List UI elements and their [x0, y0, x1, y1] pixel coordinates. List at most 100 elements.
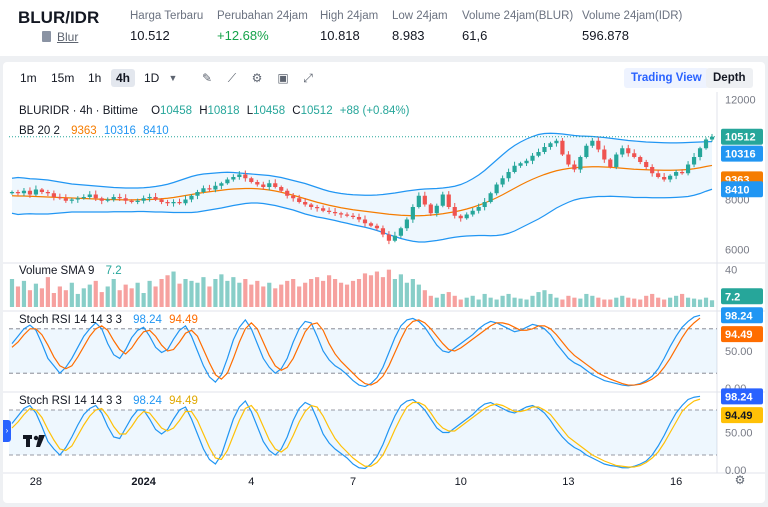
- candle-body: [638, 157, 643, 162]
- stoch2-k-tag-bg: [721, 388, 763, 405]
- x-tick-label: 16: [670, 476, 682, 488]
- volume-bar: [189, 280, 194, 307]
- volume-bar: [644, 295, 649, 307]
- stoch1-d-tag: 94.49: [725, 329, 753, 341]
- timeframe-1d[interactable]: 1D: [144, 71, 160, 85]
- volume-bar: [530, 295, 535, 307]
- pencil-icon[interactable]: ✎: [201, 71, 213, 85]
- volume-tag-bg: [721, 288, 763, 305]
- candle-body: [398, 228, 403, 236]
- timeframe-15m[interactable]: 15m: [51, 71, 75, 85]
- volume-bar: [584, 293, 589, 307]
- candle-body: [656, 173, 661, 177]
- candle-body: [153, 197, 158, 200]
- volume-bar: [237, 282, 242, 307]
- candle-body: [147, 197, 152, 199]
- stat-value-change: +12.68%: [217, 28, 269, 43]
- volume-bar: [674, 295, 679, 307]
- volume-bar: [21, 280, 27, 307]
- candle-body: [237, 174, 242, 177]
- candle-body: [368, 223, 374, 226]
- volume-bar: [650, 293, 655, 307]
- chart-settings-icon[interactable]: ⚙: [734, 473, 746, 487]
- volume-bar: [560, 299, 565, 307]
- candle-body: [183, 199, 188, 204]
- line-chart-icon[interactable]: ⟋: [227, 71, 237, 85]
- stoch2-band-fill: [9, 410, 717, 455]
- volume-bar: [440, 293, 445, 307]
- candle-body: [33, 189, 39, 195]
- volume-bar: [590, 295, 595, 307]
- volume-bar: [512, 297, 517, 307]
- timeframe-1h[interactable]: 1h: [88, 71, 102, 85]
- volume-bar: [632, 298, 637, 307]
- volume-bar: [386, 269, 392, 307]
- volume-bar: [638, 299, 643, 307]
- stat-label-volume-idr: Volume 24jam(IDR): [582, 10, 683, 22]
- x-tick-label: 4: [248, 476, 254, 488]
- chevron-down-icon[interactable]: ▼: [168, 73, 178, 83]
- candle-body: [674, 172, 679, 176]
- volume-bar: [554, 297, 559, 307]
- legend-symbol: BLURIDR · 4h · Bittime: [19, 105, 138, 117]
- depth-button[interactable]: Depth: [706, 68, 753, 88]
- gear-icon[interactable]: ⚙: [251, 71, 263, 85]
- legend-close: 10512: [300, 105, 333, 117]
- candle-body: [548, 143, 553, 147]
- legend-open: 10458: [160, 105, 192, 117]
- volume-bar: [33, 283, 39, 307]
- stoch2-tick-50: 50.00: [725, 428, 753, 440]
- volume-bar: [231, 277, 236, 307]
- candle-body: [662, 177, 667, 180]
- volume-bar: [656, 297, 661, 307]
- volume-bar: [117, 290, 122, 307]
- candle-body: [332, 212, 338, 214]
- legend-stoch2-label: Stoch RSI 14 14 3 3: [19, 395, 122, 407]
- timeframe-1m[interactable]: 1m: [20, 71, 37, 85]
- candle-body: [440, 194, 445, 206]
- trading-chart[interactable]: 1m 15m 1h 4h 1D ▼ ✎ ⟋ ⚙ ▣ ⤢ Trading View…: [3, 62, 765, 503]
- expand-icon[interactable]: ⤢: [303, 71, 313, 85]
- volume-tag: 7.2: [725, 291, 740, 303]
- candle-body: [488, 193, 493, 202]
- volume-bar: [249, 284, 254, 307]
- legend-stoch1-label: Stoch RSI 14 14 3 3: [19, 314, 122, 326]
- candle-body: [416, 195, 421, 207]
- volume-bar: [326, 275, 332, 307]
- timeframe-4h[interactable]: 4h: [111, 69, 136, 87]
- volume-bar: [81, 288, 86, 307]
- candle-body: [518, 163, 523, 166]
- bb-upper-line: [11, 132, 713, 196]
- volume-bar: [267, 282, 272, 307]
- volume-bar: [159, 279, 164, 307]
- candle-body: [530, 155, 535, 161]
- candle-body: [476, 207, 481, 211]
- expand-sidebar-icon[interactable]: ›: [3, 420, 11, 442]
- trading-view-button[interactable]: Trading View: [624, 68, 709, 88]
- stoch2-k-line: [11, 395, 701, 470]
- candle-body: [572, 164, 577, 170]
- candle-body: [9, 192, 15, 194]
- candle-body: [249, 178, 254, 182]
- bb-upper-tag-bg: [721, 145, 763, 162]
- candle-body: [434, 205, 439, 214]
- volume-bar: [303, 282, 308, 307]
- volume-bar: [315, 277, 320, 307]
- save-icon[interactable]: ▣: [277, 71, 289, 85]
- bb-band-fill: [11, 133, 713, 242]
- volume-bar: [464, 297, 469, 307]
- volume-bar: [404, 282, 409, 307]
- volume-bar: [392, 279, 398, 307]
- volume-bar: [141, 293, 146, 307]
- candle-body: [207, 188, 212, 190]
- candle-body: [111, 197, 116, 200]
- volume-bar: [255, 280, 260, 307]
- candle-body: [273, 183, 278, 187]
- coin-link[interactable]: Blur: [57, 30, 79, 44]
- legend-stoch2-k: 98.24: [133, 395, 162, 407]
- volume-bar: [620, 295, 625, 307]
- candle-body: [392, 235, 398, 241]
- legend-volume-value: 7.2: [105, 265, 122, 277]
- candle-body: [189, 195, 194, 200]
- volume-bar: [542, 290, 547, 307]
